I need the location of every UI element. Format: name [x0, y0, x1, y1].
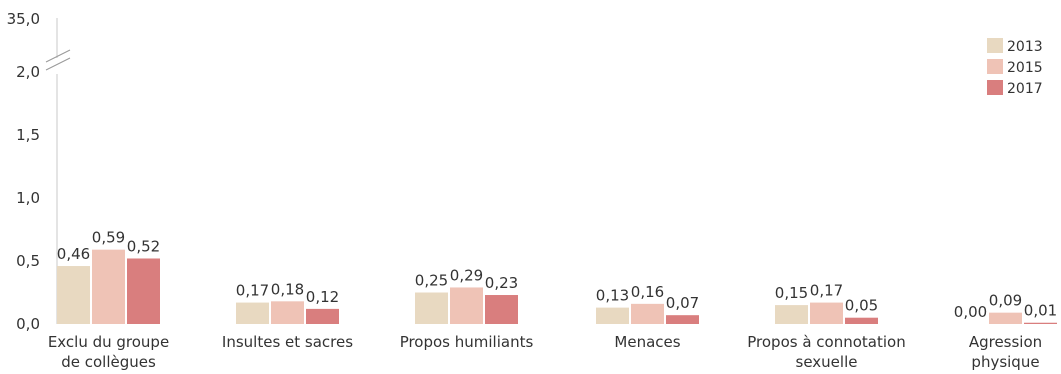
bar-2013: [57, 266, 90, 324]
data-label: 0,15: [775, 284, 808, 302]
bar-group: 0,000,090,01: [954, 292, 1057, 324]
y-axis: 35,0 0,0 0,5 1,0 1,5 2,0: [7, 10, 71, 333]
bar-groups: 0,460,59 0,520,17 0,18 0,120,25 0,29 0,230,13…: [57, 229, 1057, 324]
category-label: Propos humiliants: [400, 333, 534, 351]
category-label: Agression: [969, 333, 1042, 351]
category-label: Menaces: [614, 333, 680, 351]
bar-2015: [631, 303, 664, 324]
bar-group: 0,15 0,170,05: [775, 282, 878, 324]
data-label: 0,01: [1024, 302, 1057, 320]
category-label: Insultes et sacres: [222, 333, 353, 351]
axis-break-mark: [45, 49, 71, 63]
bar-2015: [92, 249, 125, 324]
bar-2015: [989, 312, 1022, 324]
category-label: de collègues: [61, 353, 156, 371]
data-label: 0,52: [127, 237, 160, 255]
legend-swatch-2013: [987, 38, 1003, 53]
data-label: 0,17: [810, 282, 843, 300]
data-label: 0,17: [236, 282, 269, 300]
axis-break-mark: [45, 57, 71, 71]
y-tick-label: 1,0: [16, 189, 40, 207]
data-label: 0,46: [57, 245, 90, 263]
legend-label: 2017: [1007, 81, 1043, 97]
data-label: 0,09: [989, 292, 1022, 310]
bar-2013: [415, 292, 448, 324]
legend-label: 2013: [1007, 39, 1043, 55]
data-label: 0,12: [306, 288, 339, 306]
bar-group: 0,25 0,29 0,23: [415, 266, 518, 324]
category-label: Exclu du groupe: [48, 333, 169, 351]
data-label: 0,05: [845, 297, 878, 315]
category-label: sexuelle: [796, 353, 858, 371]
legend-swatch-2015: [987, 59, 1003, 74]
category-labels: Exclu du groupe de collègues Insultes et s…: [48, 333, 1042, 371]
bar-2017: [666, 315, 699, 324]
bar-2017: [1024, 322, 1057, 324]
bar-group: 0,13 0,160,07: [596, 283, 699, 324]
legend-swatch-2017: [987, 80, 1003, 95]
y-axis-break-label: 35,0: [7, 10, 40, 28]
data-label: 0,25: [415, 272, 448, 290]
y-tick-label: 0,5: [16, 252, 40, 270]
data-label: 0,00: [954, 303, 987, 321]
y-tick-label: 1,5: [16, 126, 40, 144]
legend: 2013 2015 2017: [987, 38, 1043, 97]
data-label: 0,18: [271, 280, 304, 298]
data-label: 0,59: [92, 229, 125, 247]
category-label: physique: [971, 353, 1039, 371]
bar-2015: [810, 302, 843, 324]
data-label: 0,23: [485, 274, 518, 292]
data-label: 0,07: [666, 294, 699, 312]
data-label: 0,16: [631, 283, 664, 301]
legend-label: 2015: [1007, 60, 1043, 76]
bar-2013: [236, 302, 269, 324]
bar-2013: [596, 307, 629, 324]
bar-group: 0,460,59 0,52: [57, 229, 160, 324]
bar-group: 0,17 0,18 0,12: [236, 280, 339, 324]
data-label: 0,13: [596, 287, 629, 305]
bar-2017: [845, 317, 878, 324]
bar-2017: [485, 295, 518, 324]
bar-2017: [127, 258, 160, 324]
data-label: 0,29: [450, 266, 483, 284]
bar-2013: [775, 305, 808, 324]
bar-2015: [271, 301, 304, 324]
bar-2017: [306, 308, 339, 324]
y-tick-label: 0,0: [16, 315, 40, 333]
bar-2015: [450, 287, 483, 324]
y-tick-label: 2,0: [16, 63, 40, 81]
category-label: Propos à connotation: [747, 333, 905, 351]
